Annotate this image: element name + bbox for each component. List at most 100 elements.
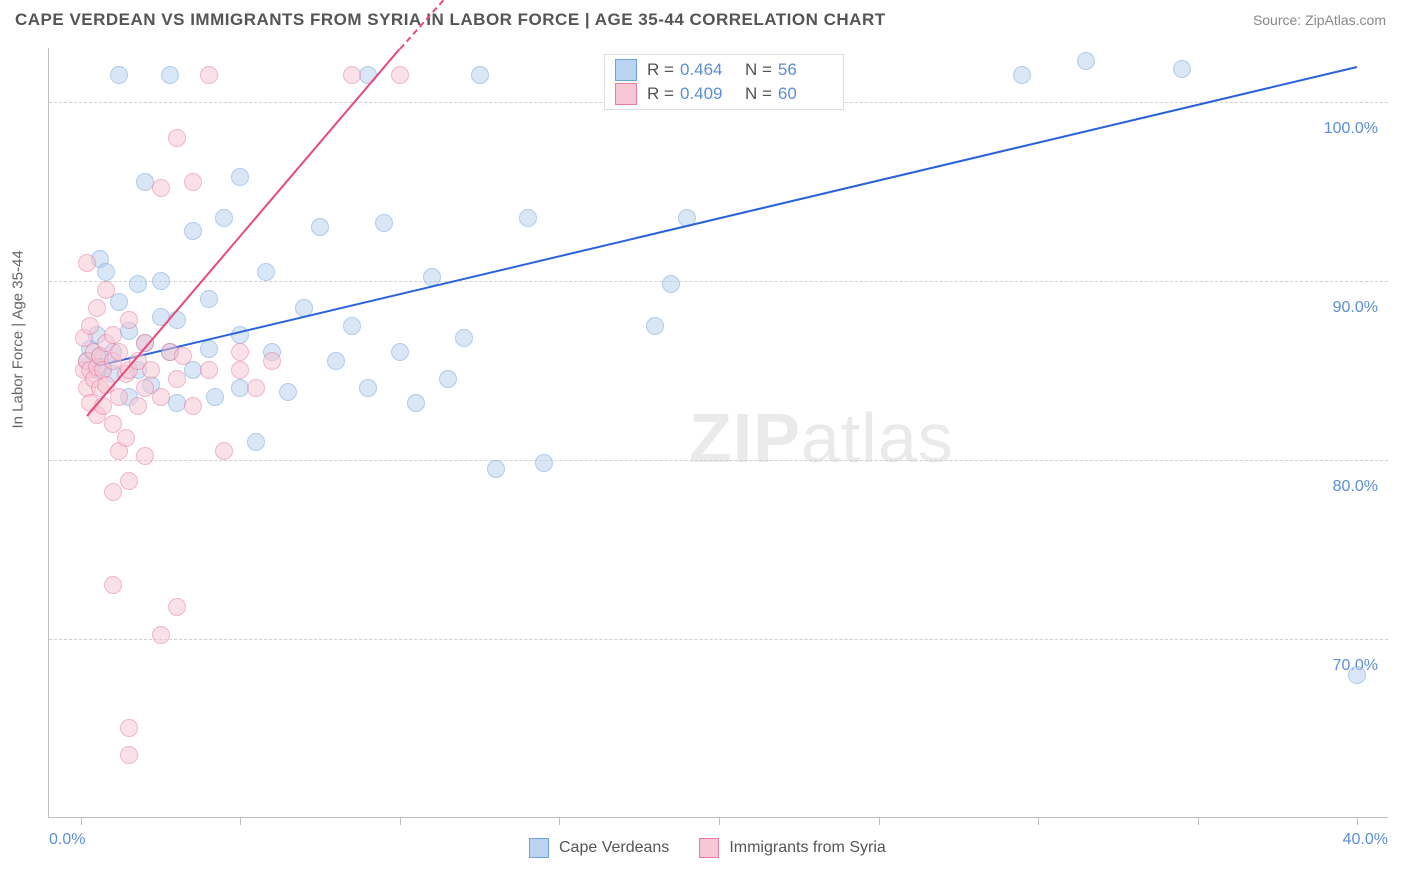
x-tick (81, 817, 82, 825)
scatter-point (142, 361, 160, 379)
scatter-point (359, 66, 377, 84)
scatter-point (519, 209, 537, 227)
scatter-point (1348, 666, 1366, 684)
scatter-point (97, 263, 115, 281)
scatter-point (231, 326, 249, 344)
x-tick-label-right: 40.0% (1343, 831, 1388, 849)
gridline (49, 281, 1388, 282)
scatter-point (200, 361, 218, 379)
scatter-point (343, 66, 361, 84)
scatter-point (120, 746, 138, 764)
scatter-point (168, 394, 186, 412)
chart-header: CAPE VERDEAN VS IMMIGRANTS FROM SYRIA IN… (0, 0, 1406, 35)
stat-r-value: 0.464 (680, 60, 735, 80)
scatter-point (110, 388, 128, 406)
trend-line (97, 66, 1358, 367)
scatter-point (200, 66, 218, 84)
scatter-point (81, 317, 99, 335)
scatter-point (104, 576, 122, 594)
chart-source: Source: ZipAtlas.com (1253, 12, 1386, 28)
watermark-bold: ZIP (689, 399, 801, 477)
x-tick (559, 817, 560, 825)
scatter-point (1173, 60, 1191, 78)
stats-legend: R = 0.464 N = 56 R = 0.409 N = 60 (604, 54, 844, 110)
scatter-point (263, 352, 281, 370)
stat-n-value: 60 (778, 84, 833, 104)
scatter-point (120, 472, 138, 490)
x-tick (1198, 817, 1199, 825)
scatter-point (120, 719, 138, 737)
scatter-point (174, 347, 192, 365)
scatter-point (168, 311, 186, 329)
x-tick (240, 817, 241, 825)
scatter-point (439, 370, 457, 388)
scatter-point (391, 66, 409, 84)
scatter-point (257, 263, 275, 281)
scatter-point (327, 352, 345, 370)
scatter-point (1077, 52, 1095, 70)
scatter-point (94, 397, 112, 415)
scatter-point (231, 168, 249, 186)
scatter-point (104, 483, 122, 501)
scatter-point (231, 361, 249, 379)
scatter-point (184, 173, 202, 191)
scatter-point (161, 66, 179, 84)
stats-legend-row: R = 0.464 N = 56 (615, 59, 833, 81)
chart-title: CAPE VERDEAN VS IMMIGRANTS FROM SYRIA IN… (15, 10, 886, 30)
legend-label: Immigrants from Syria (729, 839, 885, 857)
scatter-point (343, 317, 361, 335)
scatter-point (88, 299, 106, 317)
scatter-point (168, 370, 186, 388)
watermark: ZIPatlas (689, 398, 954, 478)
y-tick-label: 100.0% (1324, 120, 1378, 138)
scatter-point (200, 290, 218, 308)
gridline (49, 639, 1388, 640)
scatter-point (168, 129, 186, 147)
scatter-point (184, 397, 202, 415)
scatter-point (1013, 66, 1031, 84)
scatter-point (104, 326, 122, 344)
scatter-point (78, 254, 96, 272)
scatter-chart: ZIPatlas 70.0%80.0%90.0%100.0%0.0%40.0%R… (48, 48, 1388, 818)
scatter-point (311, 218, 329, 236)
scatter-point (110, 66, 128, 84)
scatter-point (168, 598, 186, 616)
scatter-point (391, 343, 409, 361)
scatter-point (206, 388, 224, 406)
x-tick (1357, 817, 1358, 825)
scatter-point (152, 179, 170, 197)
scatter-point (200, 340, 218, 358)
legend-swatch (699, 838, 719, 858)
legend-swatch (615, 83, 637, 105)
stat-r-label: R = (647, 60, 674, 80)
legend-label: Cape Verdeans (559, 839, 669, 857)
x-tick (400, 817, 401, 825)
y-tick-label: 90.0% (1333, 299, 1378, 317)
x-tick (879, 817, 880, 825)
stat-r-value: 0.409 (680, 84, 735, 104)
series-legend: Cape Verdeans Immigrants from Syria (529, 838, 906, 858)
scatter-point (129, 397, 147, 415)
scatter-point (129, 275, 147, 293)
scatter-point (110, 343, 128, 361)
scatter-point (97, 281, 115, 299)
x-tick-label-left: 0.0% (49, 831, 85, 849)
scatter-point (136, 447, 154, 465)
scatter-point (455, 329, 473, 347)
y-tick-label: 80.0% (1333, 478, 1378, 496)
stats-legend-row: R = 0.409 N = 60 (615, 83, 833, 105)
stat-n-label: N = (745, 84, 772, 104)
legend-swatch (529, 838, 549, 858)
scatter-point (184, 222, 202, 240)
stat-n-label: N = (745, 60, 772, 80)
stat-r-label: R = (647, 84, 674, 104)
stat-n-value: 56 (778, 60, 833, 80)
gridline (49, 460, 1388, 461)
scatter-point (359, 379, 377, 397)
scatter-point (247, 379, 265, 397)
x-tick (719, 817, 720, 825)
scatter-point (646, 317, 664, 335)
x-tick (1038, 817, 1039, 825)
scatter-point (279, 383, 297, 401)
legend-swatch (615, 59, 637, 81)
